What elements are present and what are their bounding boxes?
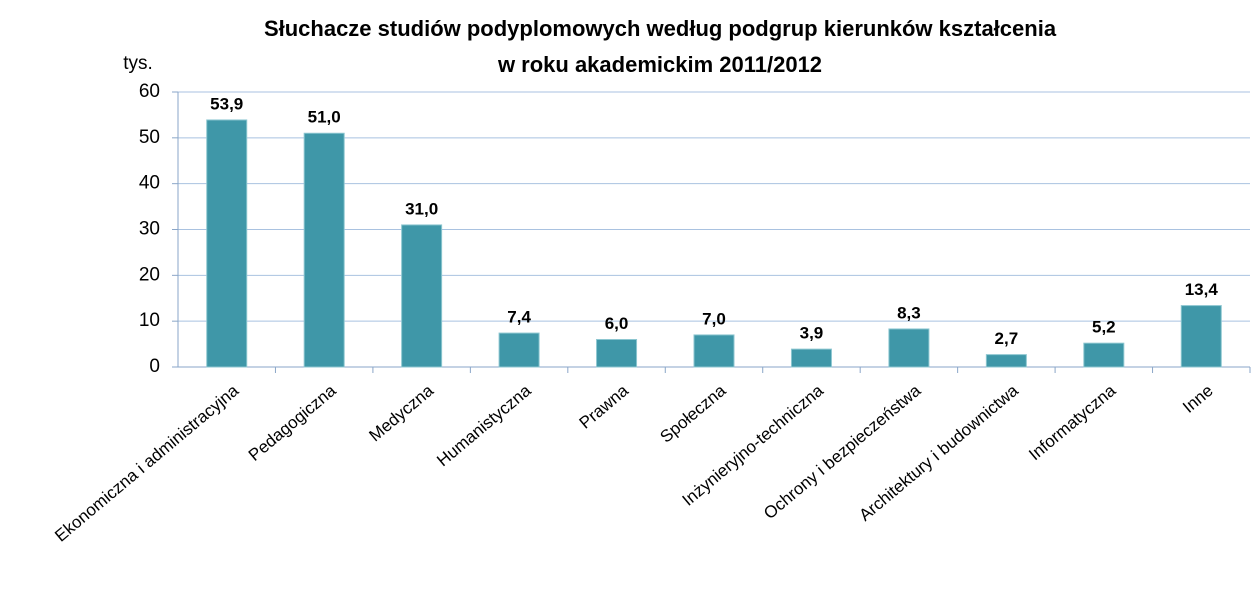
- data-label: 31,0: [405, 199, 438, 218]
- x-tick-label: Humanistyczna: [433, 381, 535, 471]
- x-tick-label: Inne: [1179, 381, 1217, 417]
- x-tick-label: Informatyczna: [1025, 381, 1119, 465]
- chart-title: w roku akademickim 2011/2012: [497, 52, 822, 77]
- bar: [498, 332, 540, 368]
- bar: [303, 132, 345, 368]
- y-axis-label: tys.: [123, 53, 153, 74]
- y-tick-label: 20: [139, 264, 160, 285]
- bar: [790, 348, 832, 368]
- y-tick-label: 10: [139, 310, 160, 331]
- chart-title: Słuchacze studiów podyplomowych według p…: [264, 16, 1057, 41]
- bar: [1083, 342, 1125, 368]
- x-tick-label: Pedagogiczna: [245, 381, 340, 465]
- data-label: 2,7: [995, 329, 1019, 348]
- bar: [1180, 305, 1222, 368]
- data-label: 3,9: [800, 324, 824, 343]
- data-label: 7,4: [507, 308, 531, 327]
- y-tick-label: 40: [139, 173, 160, 194]
- x-tick-label: Medyczna: [366, 381, 438, 446]
- x-tick-label: Prawna: [576, 381, 633, 433]
- bar: [985, 354, 1027, 368]
- bar: [206, 119, 248, 368]
- bar: [888, 328, 930, 368]
- data-label: 7,0: [702, 309, 726, 328]
- x-tick-label: Ekonomiczna i administracyjna: [51, 381, 242, 546]
- data-label: 53,9: [210, 94, 243, 113]
- data-label: 5,2: [1092, 318, 1116, 337]
- bar: [596, 339, 638, 368]
- data-label: 8,3: [897, 303, 921, 322]
- data-label: 13,4: [1185, 280, 1219, 299]
- y-tick-label: 60: [139, 81, 160, 102]
- x-tick-label: Architektury i budownictwa: [855, 381, 1022, 525]
- data-label: 51,0: [308, 108, 341, 127]
- bar: [401, 224, 443, 368]
- bar: [693, 334, 735, 368]
- y-tick-label: 0: [149, 356, 160, 377]
- x-tick-label: Społeczna: [656, 381, 729, 447]
- y-tick-label: 30: [139, 219, 160, 240]
- data-label: 6,0: [605, 314, 629, 333]
- x-tick-label: Ochrony i bezpieczeństwa: [760, 381, 925, 523]
- y-tick-label: 50: [139, 127, 160, 148]
